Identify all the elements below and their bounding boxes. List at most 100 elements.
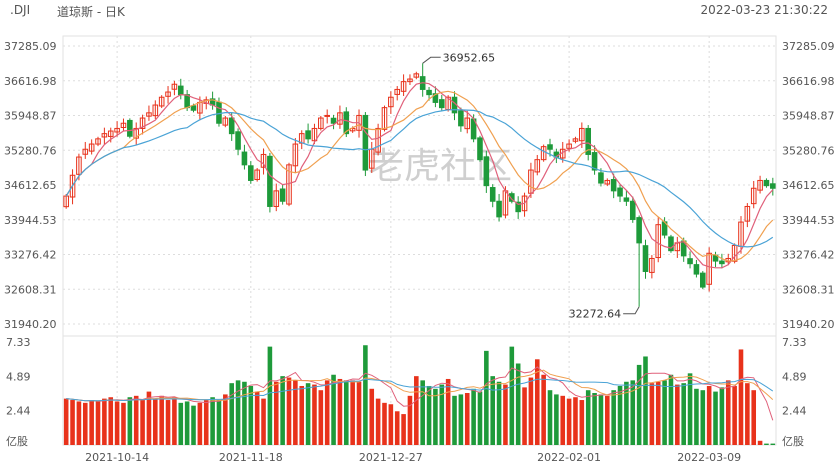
candle-body xyxy=(139,117,146,129)
volume-bar xyxy=(159,395,164,445)
volume-bar xyxy=(713,391,718,445)
candle xyxy=(273,183,280,212)
candle-body xyxy=(133,127,140,139)
candle xyxy=(318,115,324,131)
volume-bar xyxy=(254,391,260,445)
price-tick-label-right: 35948.87 xyxy=(782,110,835,123)
candle xyxy=(133,122,140,146)
volume-bar xyxy=(95,401,101,445)
candle-body xyxy=(311,127,318,142)
price-tick-label-right: 35280.76 xyxy=(782,144,835,157)
candle xyxy=(547,138,553,157)
candle-body xyxy=(540,146,547,161)
volume-bar xyxy=(153,398,158,445)
candle-body xyxy=(585,127,591,155)
candle-body xyxy=(216,101,222,124)
candle-body xyxy=(165,91,171,97)
volume-bar xyxy=(191,405,196,445)
candle-body xyxy=(572,138,579,142)
volume-bar xyxy=(681,383,686,445)
volume-bar xyxy=(414,376,419,445)
candle-body xyxy=(292,143,299,167)
ma20-line xyxy=(65,109,774,248)
candle xyxy=(95,136,101,147)
volume-tick-label-right: 7.33 xyxy=(782,336,807,349)
volume-bar xyxy=(114,401,120,445)
volume-bar xyxy=(121,402,126,445)
volume-bar xyxy=(764,443,769,445)
volume-axis-right: 7.33 4.89 2.44 亿股 xyxy=(782,336,807,448)
volume-bar xyxy=(70,400,75,445)
candle xyxy=(337,105,343,129)
volume-bar xyxy=(458,394,464,445)
candle xyxy=(63,193,69,209)
candle xyxy=(177,78,184,100)
volume-bar xyxy=(484,350,489,445)
candle xyxy=(699,271,706,290)
volume-bar xyxy=(439,384,445,445)
volume-bar xyxy=(223,394,228,445)
price-tick-label-right: 32608.31 xyxy=(782,283,835,296)
volume-bar xyxy=(229,383,234,445)
candle xyxy=(636,215,642,307)
candle-body xyxy=(744,205,751,222)
volume-bar xyxy=(751,390,757,445)
candle xyxy=(610,173,617,199)
candle-body xyxy=(248,165,254,181)
volume-bar xyxy=(770,443,776,445)
volume-bar xyxy=(598,394,604,445)
volume-bar xyxy=(242,381,247,445)
candle xyxy=(540,144,547,162)
volume-bar xyxy=(547,390,553,445)
candle-body xyxy=(228,117,235,135)
date-tick-label: 2021-11-18 xyxy=(219,451,283,464)
volume-bar xyxy=(579,400,585,445)
volume-bar xyxy=(401,414,406,445)
candle xyxy=(458,107,464,132)
candle xyxy=(693,259,700,278)
candle-body xyxy=(629,200,636,220)
volume-bar xyxy=(630,380,636,445)
candle-body xyxy=(604,179,611,185)
candle-body xyxy=(483,156,490,187)
price-tick-label-left: 37285.09 xyxy=(4,40,57,53)
candle xyxy=(152,100,159,120)
volume-bar xyxy=(146,391,152,445)
price-tick-label-left: 35948.87 xyxy=(4,110,57,123)
volume-bar xyxy=(420,380,425,445)
volume-bar xyxy=(585,390,591,445)
candle xyxy=(515,196,521,219)
candle-body xyxy=(152,104,159,117)
candle xyxy=(407,74,413,86)
candle xyxy=(381,105,388,132)
annotation-leader xyxy=(422,56,441,64)
candle xyxy=(521,192,528,217)
candle-body xyxy=(636,217,642,244)
candle xyxy=(483,150,490,193)
price-tick-label-left: 33944.53 xyxy=(4,214,57,227)
candle xyxy=(668,234,674,253)
volume-bar xyxy=(706,385,712,445)
volume-bar xyxy=(560,395,566,445)
volume-bar xyxy=(299,385,305,445)
volume-bar xyxy=(592,393,597,445)
price-annotations: 36952.65 32272.64 xyxy=(422,51,640,321)
price-tick-label-right: 36616.98 xyxy=(782,75,835,88)
candle xyxy=(260,148,267,175)
volume-tick-label-right: 4.89 xyxy=(782,370,807,383)
candle-body xyxy=(279,188,286,202)
volume-bar xyxy=(82,402,88,445)
candle xyxy=(719,253,725,269)
volume-bar xyxy=(662,380,667,445)
volume-bar xyxy=(554,394,559,445)
volume-average-lines xyxy=(66,366,774,421)
candle-body xyxy=(489,187,496,202)
volume-bar xyxy=(375,398,381,445)
volume-bar xyxy=(172,397,177,445)
candle-body xyxy=(146,112,152,117)
volume-bar xyxy=(700,390,706,445)
volume-bar xyxy=(426,385,432,445)
candle xyxy=(305,123,311,144)
candle-body xyxy=(190,105,197,111)
